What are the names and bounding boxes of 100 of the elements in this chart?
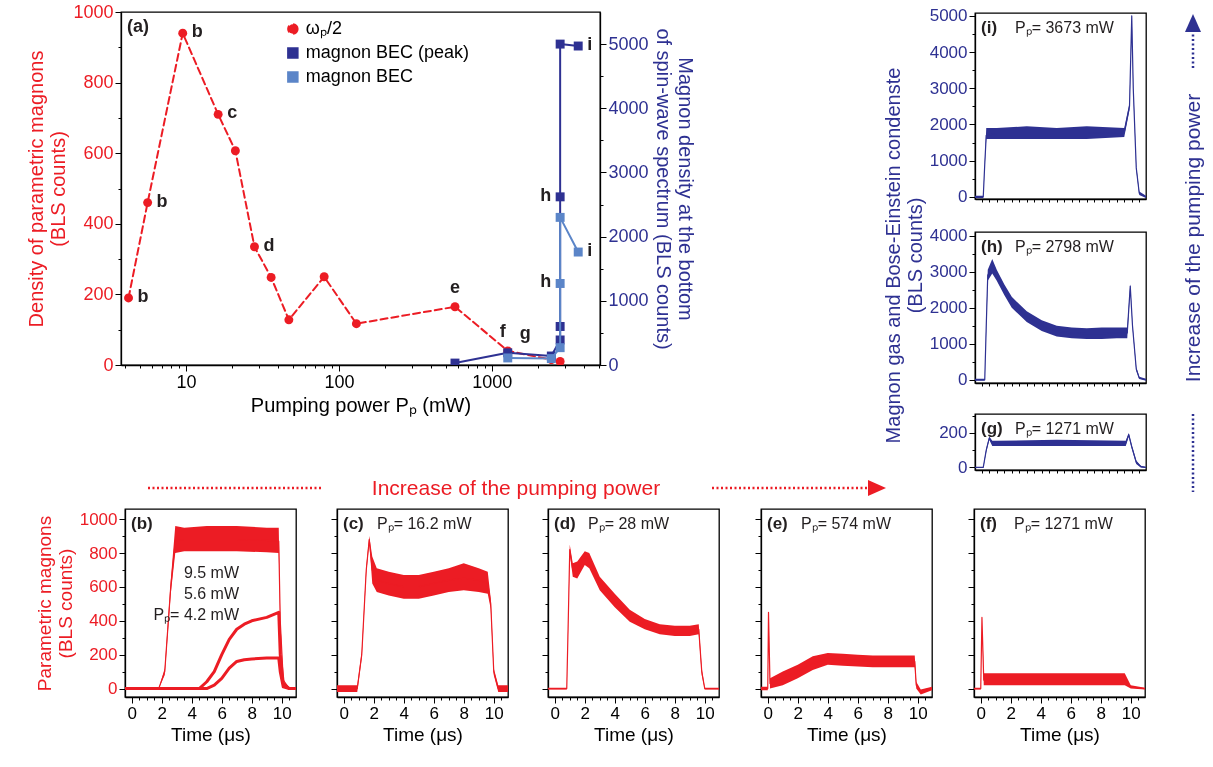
x-tick-label: 0: [127, 703, 137, 723]
x-tick-label: 10: [908, 703, 928, 723]
annotation: 5.6 mW: [183, 585, 240, 602]
annotation: h: [540, 184, 552, 205]
x-tick-label: 8: [670, 703, 680, 723]
y2-tick-label: 2000: [608, 226, 649, 247]
y-tick-label: 400: [83, 213, 114, 234]
chart-title: (i): [981, 18, 998, 37]
chart-title: (a): [127, 16, 149, 36]
y-tick-label: 200: [89, 645, 118, 665]
chart-title: (g): [981, 419, 1003, 438]
x-axis-title: Pumping power Pₚ (mW): [250, 393, 472, 417]
y-tick-label: 0: [103, 354, 114, 375]
y2-tick-label: 4000: [608, 97, 649, 118]
y-tick-label: 5000: [929, 6, 968, 26]
x-tick-label: 6: [429, 703, 439, 723]
y-tick-label: 0: [108, 679, 118, 699]
y-axis-title: Density of parametric magnons (BLS counts): [25, 50, 70, 328]
x-axis-title: Time (μs): [383, 723, 463, 745]
chart-title: (f): [980, 514, 997, 533]
chart-title: (b): [131, 514, 153, 533]
x-tick-label: 6: [1066, 703, 1076, 723]
annotation: d: [263, 234, 275, 255]
y-tick-label: 3000: [929, 262, 968, 282]
annotation: Pₚ= 1271 mW: [1015, 420, 1115, 438]
text: Increase of the pumping power: [371, 476, 661, 499]
y-tick-label: 1000: [73, 1, 114, 22]
annotation: b: [137, 285, 149, 306]
y-tick-label: 1000: [929, 151, 968, 171]
y-tick-label: 800: [89, 543, 118, 563]
x-tick-label: 0: [763, 703, 773, 723]
y-tick-label: 2000: [929, 298, 968, 318]
x-tick-label: 10: [272, 703, 292, 723]
x-tick-label: 1000: [472, 371, 513, 392]
annotation: c: [227, 102, 238, 123]
y-tick-label: 400: [89, 611, 118, 631]
chart-title: (e): [767, 514, 788, 533]
chart-title: (d): [554, 514, 576, 533]
annotation: Pₚ= 3673 mW: [1015, 19, 1115, 37]
x-tick-label: 10: [1121, 703, 1141, 723]
annotation: g: [519, 322, 531, 343]
x-tick-label: 100: [324, 371, 355, 392]
y2-tick-label: 1000: [608, 290, 649, 311]
x-axis-title: Time (μs): [594, 723, 674, 745]
x-tick-label: 10: [176, 371, 197, 392]
y-axis-title: Magnon gas and Bose-Einstein condenste (BLS counts): [881, 67, 926, 444]
annotation: h: [540, 271, 552, 292]
x-tick-label: 0: [976, 703, 986, 723]
x-tick-label: 2: [1006, 703, 1016, 723]
x-axis-title: Time (μs): [171, 723, 251, 745]
annotation: i: [587, 33, 593, 54]
x-tick-label: 4: [399, 703, 409, 723]
x-tick-label: 4: [610, 703, 620, 723]
x-tick-label: 4: [823, 703, 833, 723]
x-tick-label: 4: [187, 703, 197, 723]
y-tick-label: 4000: [929, 226, 968, 246]
x-tick-label: 8: [883, 703, 893, 723]
annotation: Pₚ= 574 mW: [801, 515, 892, 533]
x-tick-label: 8: [459, 703, 469, 723]
y-tick-label: 3000: [929, 78, 968, 98]
y-tick-label: 600: [89, 577, 118, 597]
y-axis-title: Parametric magnons (BLS counts): [33, 515, 76, 692]
x-tick-label: 2: [793, 703, 803, 723]
x-tick-label: 6: [853, 703, 863, 723]
x-tick-label: 10: [695, 703, 715, 723]
y-tick-label: 200: [939, 423, 968, 443]
x-tick-label: 0: [550, 703, 560, 723]
annotation: i: [587, 240, 593, 261]
annotation: b: [191, 21, 203, 42]
legend-label: magnon BEC (peak): [305, 42, 469, 62]
y-tick-label: 1000: [929, 334, 968, 354]
x-tick-label: 2: [157, 703, 167, 723]
annotation: Pₚ= 28 mW: [588, 515, 671, 533]
y2-tick-label: 0: [608, 354, 619, 375]
y-tick-label: 0: [958, 187, 968, 207]
x-tick-label: 2: [580, 703, 590, 723]
legend-label: magnon BEC: [305, 66, 413, 86]
y-tick-label: 600: [83, 142, 114, 163]
x-tick-label: 10: [484, 703, 504, 723]
x-tick-label: 2: [369, 703, 379, 723]
y-tick-label: 800: [83, 72, 114, 93]
x-tick-label: 8: [247, 703, 257, 723]
x-tick-label: 8: [1096, 703, 1106, 723]
y-tick-label: 4000: [929, 42, 968, 62]
annotation: f: [499, 320, 507, 341]
x-tick-label: 4: [1036, 703, 1046, 723]
y-tick-label: 200: [83, 283, 114, 304]
y2-tick-label: 3000: [608, 161, 649, 182]
chart-title: (h): [981, 237, 1003, 256]
annotation: e: [449, 276, 460, 297]
y-tick-label: 0: [958, 457, 968, 477]
annotation: b: [156, 190, 168, 211]
y-tick-label: 1000: [79, 509, 118, 529]
annotation: 9.5 mW: [183, 564, 240, 581]
text: Increase of the pumping power: [1181, 93, 1204, 383]
x-axis-title: Time (μs): [1020, 723, 1100, 745]
annotation: Pₚ= 16.2 mW: [377, 515, 473, 533]
annotation: Pₚ= 2798 mW: [1015, 238, 1115, 256]
x-tick-label: 6: [640, 703, 650, 723]
x-tick-label: 6: [217, 703, 227, 723]
